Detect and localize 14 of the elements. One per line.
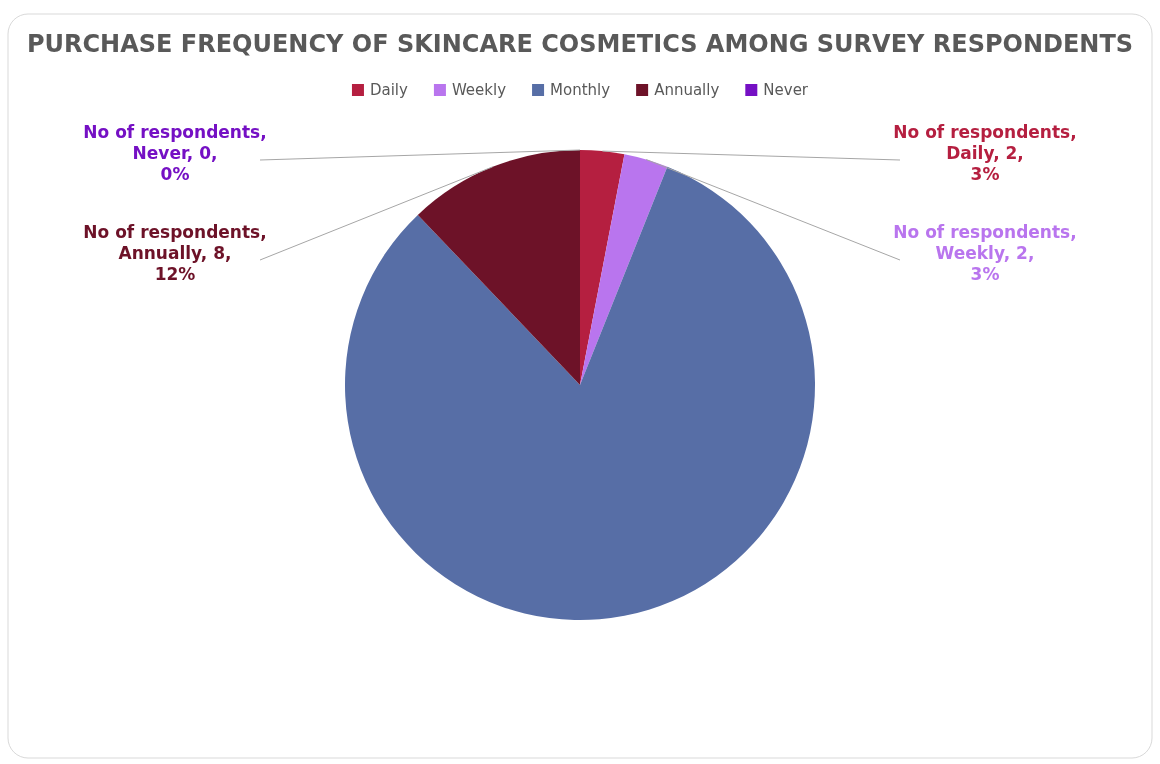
- data-label: No of respondents, Annually, 8, 12%: [83, 222, 267, 284]
- chart-title: PURCHASE FREQUENCY OF SKINCARE COSMETICS AMONG SURVEY RESPONDENTS: [26, 30, 1134, 58]
- legend-label: Daily: [369, 81, 409, 99]
- data-label: No of respondents, Weekly, 2, 3%: [893, 222, 1077, 284]
- legend-label: Annually: [654, 81, 720, 99]
- legend-label: Monthly: [550, 81, 611, 99]
- legend-label: Never: [763, 81, 809, 99]
- pie-slice: [580, 154, 668, 385]
- data-label: No of respondents, Daily, 2, 3%: [893, 122, 1077, 184]
- legend-label: Weekly: [451, 81, 507, 99]
- pie-slice: [345, 166, 815, 620]
- pie-slice: [580, 150, 625, 385]
- pie-slice: [417, 150, 580, 385]
- text: No of respondents, Never, 0, 0%: [83, 122, 267, 184]
